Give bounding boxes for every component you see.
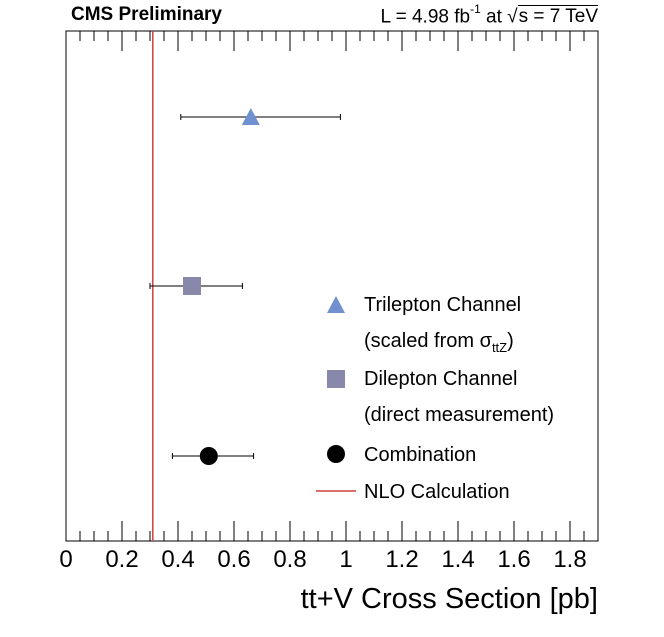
data-point-group bbox=[180, 108, 341, 125]
x-axis-ticks bbox=[65, 31, 599, 541]
legend-label: Dilepton Channel bbox=[364, 368, 517, 390]
lumi-mid: at bbox=[480, 6, 508, 28]
x-tick-label: 1 bbox=[339, 546, 352, 573]
legend-sublabel: (direct measurement) bbox=[364, 404, 554, 426]
legend-sublabel-end: ) bbox=[507, 330, 514, 352]
energy-label: s = 7 TeV bbox=[517, 5, 598, 28]
legend-label: Combination bbox=[364, 444, 476, 466]
x-tick-label: 1.8 bbox=[553, 546, 586, 573]
plot-frame bbox=[65, 30, 599, 542]
luminosity-label: L = 4.98 fb-1 at √s = 7 TeV bbox=[380, 2, 598, 28]
lumi-prefix: L = 4.98 fb bbox=[380, 6, 471, 28]
x-tick-label: 0.8 bbox=[273, 546, 306, 573]
lumi-exponent: -1 bbox=[470, 2, 481, 16]
legend-entry: Trilepton Channel (scaled from σttZ) bbox=[327, 294, 521, 355]
legend-entry: NLO Calculation bbox=[316, 481, 510, 503]
experiment-label: CMS Preliminary bbox=[71, 4, 222, 25]
x-axis-tick-labels: 0 0.2 0.4 0.6 0.8 1 1.2 1.4 1.6 1.8 bbox=[59, 546, 586, 573]
legend-entry: Dilepton Channel (direct measurement) bbox=[327, 368, 554, 426]
square-marker bbox=[183, 277, 201, 295]
x-tick-label: 1.2 bbox=[385, 546, 418, 573]
legend-triangle-marker bbox=[327, 296, 345, 313]
x-tick-label: 1.4 bbox=[441, 546, 474, 573]
data-points bbox=[149, 108, 341, 465]
x-tick-label: 0.4 bbox=[161, 546, 194, 573]
legend-entry: Combination bbox=[327, 444, 476, 466]
legend-sublabel-text: (scaled from σ bbox=[364, 330, 493, 352]
legend-label: NLO Calculation bbox=[364, 481, 510, 503]
legend-sublabel: (scaled from σttZ) bbox=[364, 330, 514, 355]
sqrt-symbol: √ bbox=[507, 6, 518, 28]
legend: Trilepton Channel (scaled from σttZ) Dilep… bbox=[316, 294, 554, 503]
x-tick-label: 0.2 bbox=[105, 546, 138, 573]
x-tick-label: 1.6 bbox=[497, 546, 530, 573]
legend-circle-marker bbox=[327, 445, 345, 463]
data-point-group bbox=[149, 277, 243, 295]
data-point-group bbox=[171, 447, 255, 465]
circle-marker bbox=[199, 447, 218, 465]
legend-label: Trilepton Channel bbox=[364, 294, 521, 316]
x-tick-label: 0 bbox=[59, 546, 72, 573]
triangle-marker bbox=[241, 108, 260, 125]
x-tick-label: 0.6 bbox=[217, 546, 250, 573]
legend-sublabel-subscript: ttZ bbox=[492, 340, 507, 355]
legend-square-marker bbox=[327, 370, 345, 388]
legend-sublabel-text: (direct measurement) bbox=[364, 404, 554, 426]
x-axis-label: tt+V Cross Section [pb] bbox=[301, 583, 598, 615]
